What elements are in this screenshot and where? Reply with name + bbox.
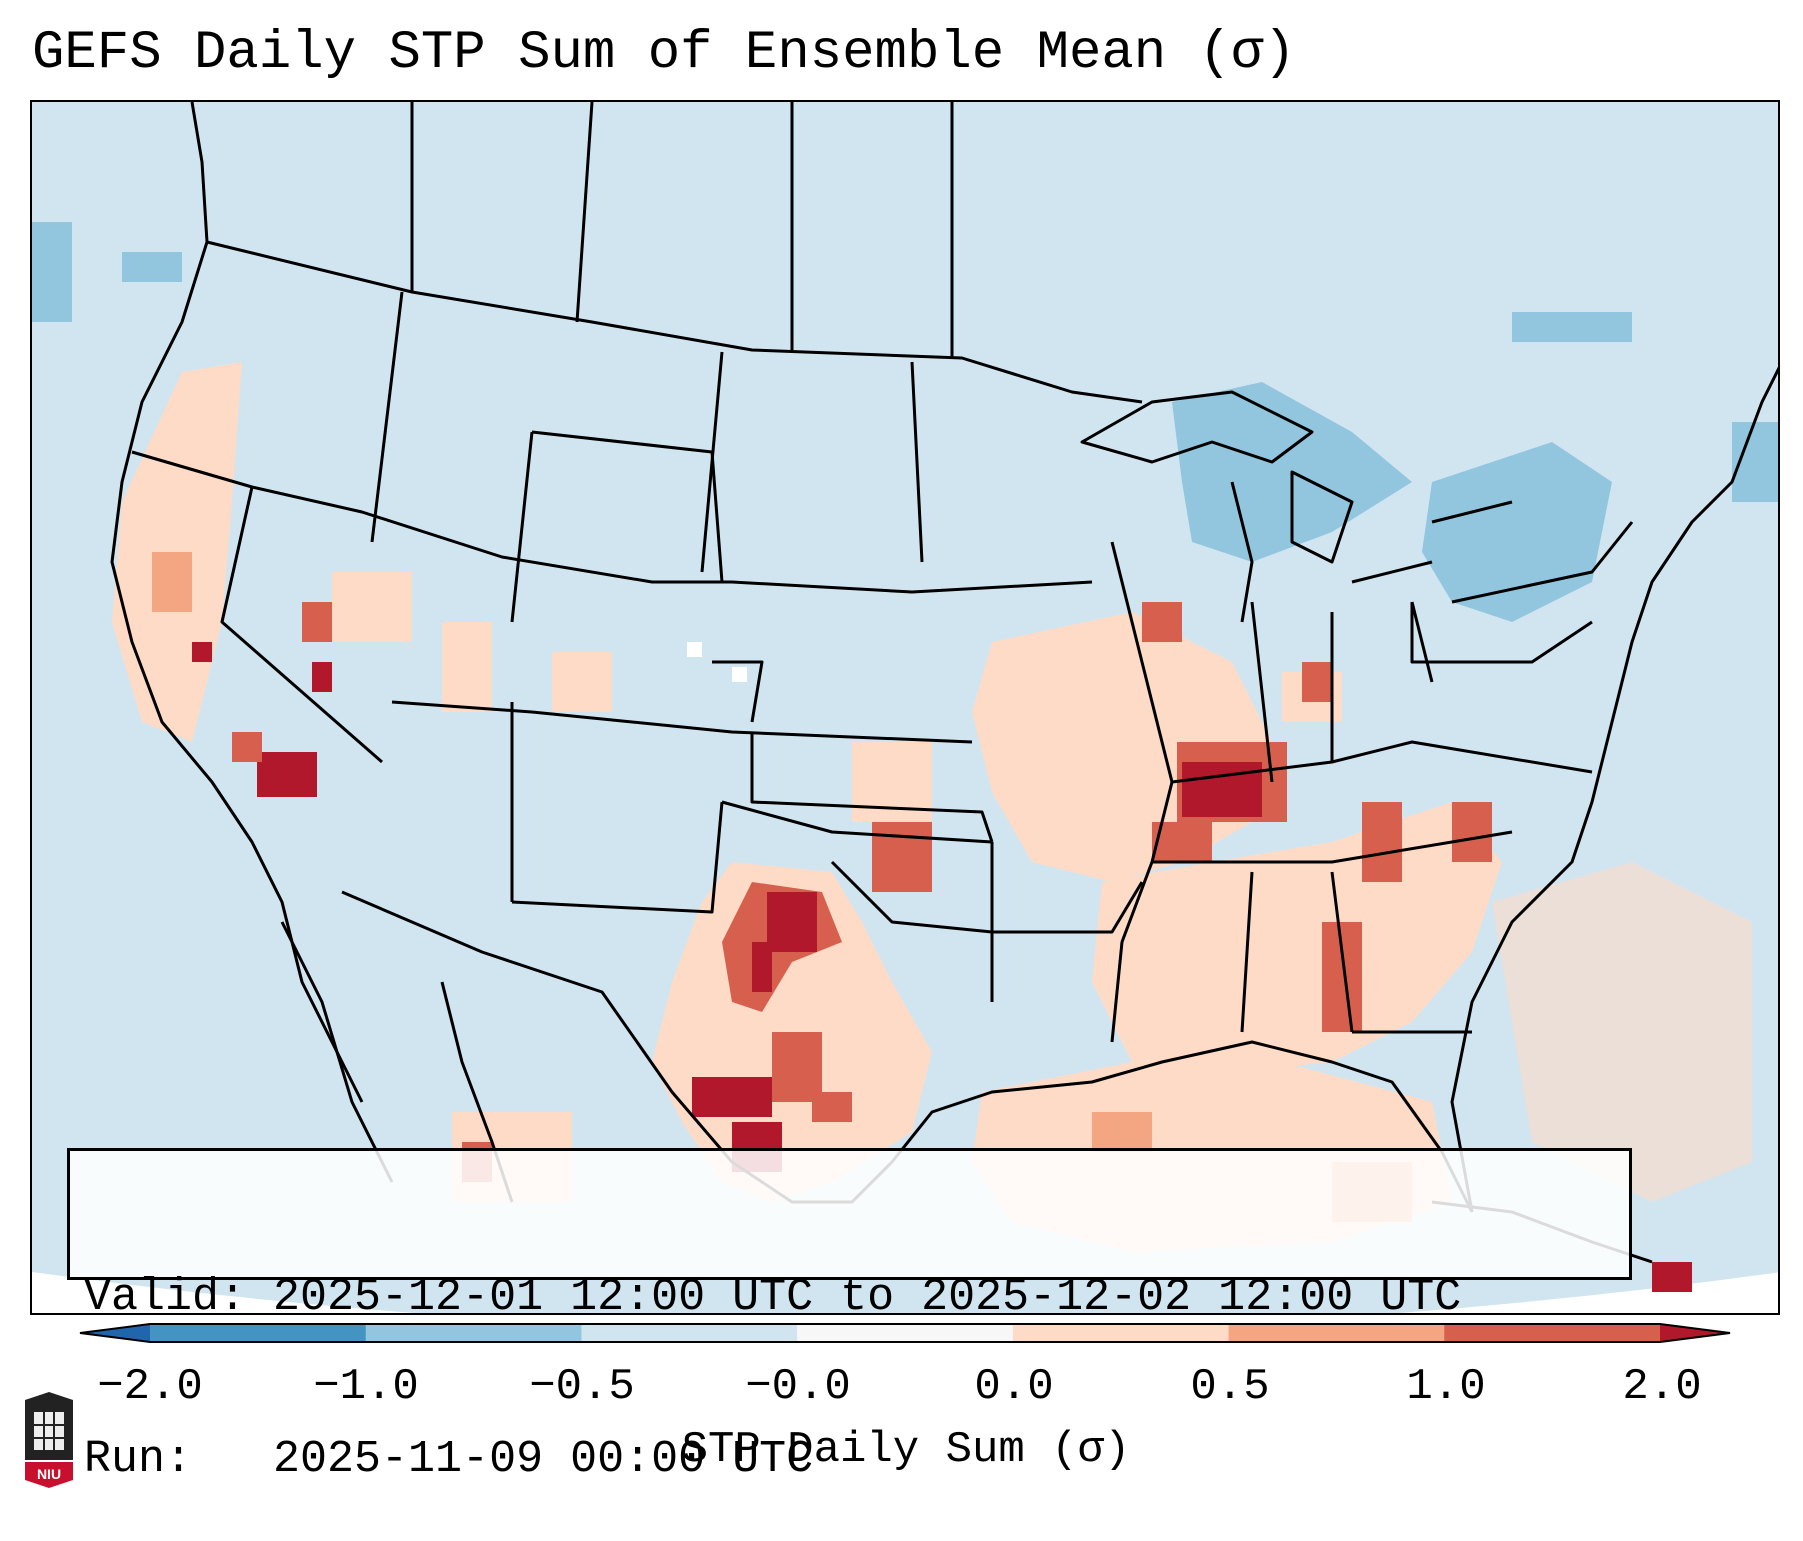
oklahoma-north — [721, 800, 993, 844]
map-svg — [32, 102, 1778, 1313]
boundary-lines — [110, 102, 1778, 1264]
tennessee-south — [1152, 830, 1513, 864]
kansas-border — [750, 732, 994, 843]
northern-states-line — [131, 450, 1093, 594]
anomaly-tennessee-west — [1152, 822, 1212, 862]
lake-superior — [1080, 390, 1314, 464]
utah-colorado-south — [391, 700, 973, 744]
anomaly-central-texas-2 — [812, 1092, 852, 1122]
lake-huron — [1290, 470, 1354, 564]
colorbar-segment — [150, 1324, 367, 1342]
new-york — [1451, 521, 1634, 604]
colorbar-tick-label: −0.5 — [529, 1362, 635, 1412]
valid-time-text: Valid: 2025-12-01 12:00 UTC to 2025-12-0… — [84, 1272, 1462, 1323]
projection-edge — [32, 1272, 1778, 1313]
map-frame — [30, 100, 1780, 1315]
colorbar-segment — [1228, 1324, 1445, 1342]
anomaly-kansas-east — [872, 822, 932, 892]
colorbar-tick-label: 1.0 — [1406, 1362, 1486, 1412]
anomaly-ca-dot — [192, 642, 212, 662]
anomaly-quebec — [1512, 312, 1632, 342]
colorbar-tick-label: −2.0 — [97, 1362, 203, 1412]
anomaly-oklahoma-max — [767, 892, 817, 952]
east-coastline — [1450, 366, 1778, 1213]
niu-shield-icon — [25, 1462, 73, 1488]
colorbar-outline — [79, 1323, 1731, 1343]
anomaly-ohio-dot — [1302, 662, 1332, 702]
valid-run-info-box: Valid: 2025-12-01 12:00 UTC to 2025-12-0… — [67, 1148, 1632, 1485]
west-coastline — [110, 102, 364, 1103]
anomaly-georgia — [1322, 922, 1362, 1032]
anomaly-southern-nevada — [257, 752, 317, 797]
colorado-east — [712, 660, 764, 723]
ohio-east — [1410, 601, 1434, 683]
anomaly-ohio-valley-max — [1182, 762, 1262, 817]
anomaly-colorado — [552, 652, 612, 712]
lake-michigan — [1230, 481, 1254, 623]
indiana-west — [1250, 601, 1274, 783]
georgia-west — [1330, 871, 1354, 1033]
anomaly-caribbean — [1652, 1262, 1692, 1292]
anomaly-gulf-mid — [1092, 1112, 1152, 1152]
colorbar-tick-label: 0.5 — [1190, 1362, 1270, 1412]
anomaly-nevada-edge — [232, 732, 262, 762]
colorbar-segment — [1012, 1324, 1230, 1342]
alabama-west — [1240, 871, 1254, 1033]
run-time-text: Run: 2025-11-09 00:00 UTC — [84, 1434, 814, 1485]
anomaly-utah-east — [442, 622, 492, 712]
dakotas-east — [910, 361, 924, 563]
colorbar-segment — [797, 1324, 1014, 1342]
colorbar-extend-low — [80, 1324, 150, 1342]
colorbar-segment — [581, 1324, 798, 1342]
anomaly-pacific-nw — [32, 222, 72, 322]
niu-logo: NIU — [25, 1392, 73, 1488]
new-mexico-box — [511, 801, 724, 914]
arkansas-south — [992, 881, 1144, 934]
anomaly-pacific-nw-2 — [122, 252, 182, 282]
niu-window-icon — [34, 1412, 64, 1450]
lake-ontario — [1431, 500, 1513, 524]
colorbar-label: STP Daily Sum (σ) — [681, 1425, 1131, 1475]
texas-ok-border — [830, 860, 993, 934]
nevada-border — [220, 486, 383, 764]
anomaly-atlantic — [1492, 862, 1752, 1202]
colorbar-tick-label: 0.0 — [974, 1362, 1054, 1412]
anomaly-central-texas — [772, 1032, 822, 1102]
pennsylvania — [1410, 602, 1593, 664]
baja-east — [280, 921, 394, 1183]
anomaly-white-2 — [732, 667, 747, 682]
kentucky-tennessee — [1171, 740, 1593, 784]
anomaly-carolinas — [1362, 802, 1402, 882]
gulf-coastline — [341, 890, 1474, 1213]
wyoming-west — [510, 431, 534, 623]
anomaly-california-mid — [152, 552, 192, 612]
anomaly-nc — [1452, 802, 1492, 862]
colorbar-tick-label: 2.0 — [1622, 1362, 1702, 1412]
anomaly-utah-scatter — [332, 572, 412, 642]
colorbar — [79, 1323, 1731, 1343]
colorbar-segment — [365, 1324, 582, 1342]
anomaly-iowa-illinois — [1142, 602, 1182, 642]
page-title: GEFS Daily STP Sum of Ensemble Mean (σ) — [32, 23, 1296, 84]
anomaly-oklahoma-west — [752, 942, 772, 992]
anomaly-south-texas — [692, 1077, 772, 1117]
colorbar-tick-label: −0.0 — [745, 1362, 851, 1412]
wyoming-box — [531, 430, 724, 583]
anomaly-patches — [32, 222, 1778, 1292]
anomaly-white-1 — [687, 642, 702, 657]
idaho-border — [370, 291, 404, 543]
colorbar-tick-label: −1.0 — [313, 1362, 419, 1412]
canada-line-2 — [575, 102, 594, 323]
colorbar-segment — [1444, 1324, 1661, 1342]
colorbar-extend-high — [1660, 1324, 1730, 1342]
lake-erie — [1351, 560, 1433, 584]
niu-logo-text: NIU — [37, 1466, 61, 1482]
anomaly-nevada-dot — [312, 662, 332, 692]
